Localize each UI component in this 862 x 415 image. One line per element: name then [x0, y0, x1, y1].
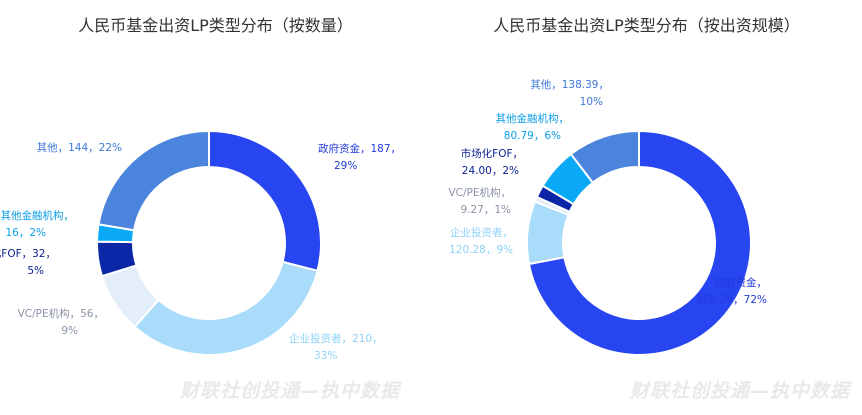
donut-chart-scale: 政府资金， 958.28，72% 企业投资者， 120.28，9% VC/PE机构， 9.…	[448, 78, 767, 356]
data-label-corporate: 企业投资者， 120.28，9%	[449, 226, 513, 256]
watermark: 财联社创投通—执中数据	[180, 380, 401, 402]
data-label-vc-pe: VC/PE机构， 9.27，1%	[448, 186, 511, 216]
data-label-government: 政府资金，187， 29%	[318, 142, 401, 172]
data-label-other: 其他，144，22%	[37, 141, 122, 154]
donut-chart-count: 政府资金，187，29% 企业投资者，210，33% VC/PE机构，56，9% 市场…	[0, 129, 401, 362]
data-label-government: 政府资金， 958.28，72%	[696, 276, 767, 306]
watermark: 财联社创投通—执中数据	[630, 380, 851, 402]
chart-title: 人民币基金出资LP类型分布（按数量）	[78, 16, 353, 35]
chart-panel-count: 人民币基金出资LP类型分布（按数量） 政府资金，187， 29% 企业投资者，210…	[0, 16, 401, 362]
chart-title: 人民币基金出资LP类型分布（按出资规模）	[493, 16, 800, 35]
slice-government[interactable]	[527, 129, 752, 356]
slice-government[interactable]	[208, 129, 322, 273]
data-label-corporate: 企业投资者，210， 33%	[289, 332, 383, 362]
data-label-other-financial: 其他金融机构， 80.79，6%	[496, 112, 570, 142]
slice-other[interactable]	[569, 129, 640, 185]
data-label-other: 其他，138.39， 10%	[530, 78, 609, 108]
data-label-market-fof: 市场化FOF，32，5%	[0, 247, 56, 277]
data-label-other-financial: 其他金融机构， 16，2%	[1, 209, 75, 239]
chart-panel-scale: 人民币基金出资LP类型分布（按出资规模） 政府资金， 958.28，72% 企业投资…	[431, 0, 862, 415]
data-label-vc-pe: VC/PE机构，56， 9%	[18, 307, 104, 337]
data-label-market-fof: 市场化FOF， 24.00，2%	[461, 147, 523, 177]
slice-other[interactable]	[97, 129, 210, 232]
